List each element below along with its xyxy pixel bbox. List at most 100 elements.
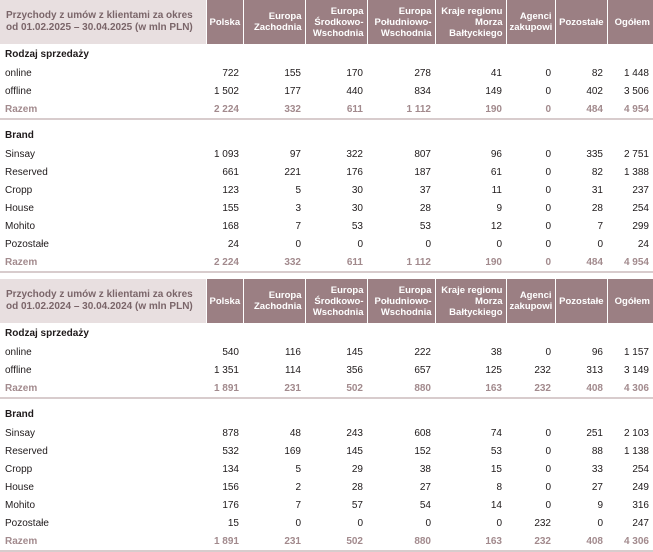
cell-europa-poludniowo-wschodnia: 807 (414, 148, 431, 160)
cell-europa-poludniowo-wschodnia: 37 (419, 184, 431, 196)
cell-kraje-regionu-morza-baltyckiego: 12 (490, 220, 502, 232)
table-row: Pozostałe 24 0 0 0 0 0 0 24 (0, 235, 653, 253)
row-label: House (5, 202, 34, 214)
row-label: Reserved (5, 445, 48, 457)
cell-europa-poludniowo-wschodnia: 657 (414, 364, 431, 376)
row-label: offline (5, 85, 32, 97)
cell-agenci-zakupowi: 232 (534, 517, 551, 529)
cell-polska: 532 (222, 445, 239, 457)
cell-polska: 1 502 (213, 85, 239, 97)
cell-pozostale: 408 (555, 532, 607, 552)
cell-pozostale: 96 (591, 346, 603, 358)
cell-pozostale: 7 (597, 220, 603, 232)
table-row: House 155 3 30 28 9 0 28 254 (0, 199, 653, 217)
cell-ogolem: 254 (632, 202, 649, 214)
cell-agenci-zakupowi: 0 (506, 253, 555, 273)
cell-pozostale: 82 (591, 166, 603, 178)
cell-europa-srodkowo-wschodnia: 502 (305, 532, 367, 552)
cell-polska: 168 (222, 220, 239, 232)
cell-europa-poludniowo-wschodnia: 187 (414, 166, 431, 178)
cell-agenci-zakupowi: 0 (545, 220, 551, 232)
cell-europa-srodkowo-wschodnia: 0 (357, 238, 363, 250)
table-row: Reserved 661 221 176 187 61 0 82 1 388 (0, 163, 653, 181)
column-header-kraje-regionu-morza-baltyckiego: Kraje regionu Morza Bałtyckiego (434, 279, 506, 323)
row-label: Mohito (5, 220, 36, 232)
cell-polska: 1 891 (206, 532, 243, 552)
cell-polska: 1 351 (213, 364, 239, 376)
column-header-europa-poludniowo-wschodnia: Europa Południowo-Wschodnia (366, 0, 435, 44)
cell-ogolem: 247 (632, 517, 649, 529)
row-label: Cropp (5, 184, 33, 196)
cell-pozostale: 313 (586, 364, 603, 376)
table-row: offline 1 351 114 356 657 125 232 313 3 149 (0, 361, 653, 379)
table-row: Cropp 134 5 29 38 15 0 33 254 (0, 460, 653, 478)
row-label: Razem (0, 253, 206, 273)
cell-kraje-regionu-morza-baltyckiego: 163 (435, 379, 506, 399)
cell-europa-srodkowo-wschodnia: 243 (346, 427, 363, 439)
cell-kraje-regionu-morza-baltyckiego: 8 (496, 481, 502, 493)
revenue-table-1: Przychody z umów z klientami za okres od… (0, 0, 653, 273)
row-label: Pozostałe (5, 517, 49, 529)
cell-europa-zachodnia: 0 (295, 238, 301, 250)
cell-kraje-regionu-morza-baltyckiego: 41 (490, 67, 502, 79)
cell-agenci-zakupowi: 232 (506, 532, 555, 552)
cell-polska: 722 (222, 67, 239, 79)
cell-agenci-zakupowi: 0 (545, 184, 551, 196)
cell-agenci-zakupowi: 232 (506, 379, 555, 399)
table-title: Przychody z umów z klientami za okres od… (0, 0, 206, 44)
table-row: Mohito 168 7 53 53 12 0 7 299 (0, 217, 653, 235)
cell-pozostale: 335 (586, 148, 603, 160)
section-header-row: Brand (0, 404, 653, 424)
cell-europa-zachodnia: 116 (285, 346, 301, 358)
cell-pozostale: 484 (555, 253, 607, 273)
cell-europa-poludniowo-wschodnia: 608 (414, 427, 431, 439)
cell-europa-poludniowo-wschodnia: 0 (425, 517, 431, 529)
cell-europa-srodkowo-wschodnia: 611 (305, 100, 367, 120)
cell-europa-zachodnia: 3 (295, 202, 301, 214)
cell-europa-srodkowo-wschodnia: 145 (346, 346, 363, 358)
cell-kraje-regionu-morza-baltyckiego: 61 (490, 166, 502, 178)
cell-europa-zachodnia: 5 (295, 184, 301, 196)
cell-agenci-zakupowi: 0 (545, 481, 551, 493)
revenue-table-2: Przychody z umów z klientami za okres od… (0, 279, 653, 552)
cell-europa-poludniowo-wschodnia: 27 (419, 481, 431, 493)
total-row: Razem 1 891 231 502 880 163 232 408 4 306 (0, 379, 653, 399)
cell-polska: 155 (222, 202, 239, 214)
cell-europa-zachodnia: 7 (295, 220, 301, 232)
cell-kraje-regionu-morza-baltyckiego: 11 (491, 184, 502, 196)
cell-europa-poludniowo-wschodnia: 880 (367, 532, 435, 552)
cell-europa-zachodnia: 231 (243, 532, 305, 552)
cell-polska: 1 891 (206, 379, 243, 399)
cell-europa-zachodnia: 231 (243, 379, 305, 399)
cell-ogolem: 3 506 (623, 85, 649, 97)
cell-pozostale: 82 (591, 67, 603, 79)
cell-ogolem: 1 157 (623, 346, 649, 358)
cell-europa-srodkowo-wschodnia: 170 (346, 67, 363, 79)
cell-europa-poludniowo-wschodnia: 222 (414, 346, 431, 358)
row-label: Razem (0, 100, 206, 120)
cell-polska: 878 (222, 427, 239, 439)
cell-kraje-regionu-morza-baltyckiego: 15 (490, 463, 502, 475)
row-label: Razem (0, 532, 206, 552)
cell-ogolem: 1 448 (623, 67, 649, 79)
cell-europa-poludniowo-wschodnia: 880 (367, 379, 435, 399)
row-label: online (5, 346, 32, 358)
total-row: Razem 1 891 231 502 880 163 232 408 4 306 (0, 532, 653, 552)
cell-kraje-regionu-morza-baltyckiego: 74 (490, 427, 502, 439)
cell-europa-zachodnia: 114 (285, 364, 301, 376)
cell-europa-poludniowo-wschodnia: 152 (414, 445, 431, 457)
cell-europa-srodkowo-wschodnia: 356 (346, 364, 363, 376)
cell-europa-srodkowo-wschodnia: 176 (346, 166, 363, 178)
cell-europa-poludniowo-wschodnia: 278 (414, 67, 431, 79)
cell-ogolem: 299 (632, 220, 649, 232)
cell-europa-srodkowo-wschodnia: 502 (305, 379, 367, 399)
cell-europa-poludniowo-wschodnia: 834 (414, 85, 431, 97)
cell-europa-zachodnia: 169 (284, 445, 301, 457)
cell-pozostale: 251 (586, 427, 603, 439)
cell-europa-poludniowo-wschodnia: 38 (419, 463, 431, 475)
cell-polska: 156 (222, 481, 239, 493)
cell-ogolem: 2 751 (623, 148, 649, 160)
table-title: Przychody z umów z klientami za okres od… (0, 279, 206, 323)
cell-ogolem: 24 (637, 238, 649, 250)
column-header-polska: Polska (205, 279, 243, 323)
